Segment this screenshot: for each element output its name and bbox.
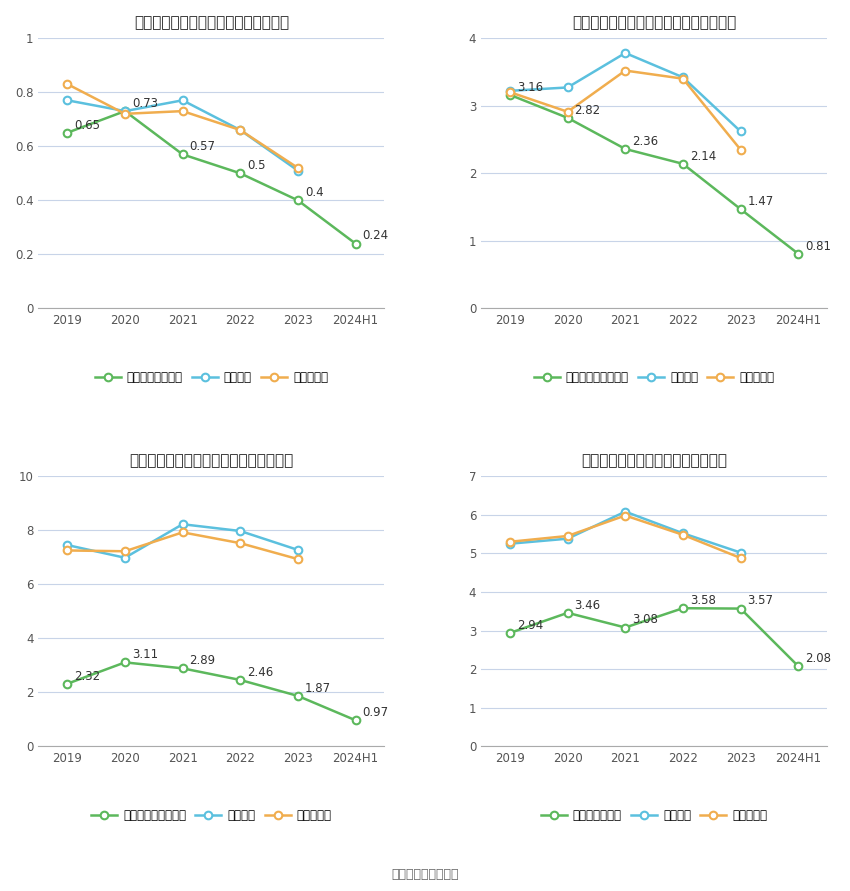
Text: 2.46: 2.46 — [247, 666, 274, 679]
Text: 0.24: 0.24 — [362, 229, 388, 242]
Text: 2.89: 2.89 — [190, 654, 216, 667]
Text: 0.65: 0.65 — [74, 119, 100, 132]
Text: 2.32: 2.32 — [74, 669, 100, 683]
Text: 0.4: 0.4 — [305, 186, 324, 200]
Legend: 公司固定资产周转率, 行业均值, 行业中位数: 公司固定资产周转率, 行业均值, 行业中位数 — [529, 367, 779, 389]
Text: 数据来源：恒生聚源: 数据来源：恒生聚源 — [391, 868, 459, 880]
Text: 2.14: 2.14 — [690, 150, 716, 163]
Text: 0.73: 0.73 — [132, 97, 158, 110]
Legend: 公司总资产周转率, 行业均值, 行业中位数: 公司总资产周转率, 行业均值, 行业中位数 — [90, 367, 333, 389]
Title: 元琼科技历年固定资产周转率情况（次）: 元琼科技历年固定资产周转率情况（次） — [572, 15, 736, 30]
Text: 2.82: 2.82 — [575, 103, 601, 117]
Text: 3.46: 3.46 — [575, 599, 601, 611]
Text: 0.57: 0.57 — [190, 140, 216, 153]
Text: 3.11: 3.11 — [132, 649, 158, 661]
Title: 元琼科技历年总资产周转率情况（次）: 元琼科技历年总资产周转率情况（次） — [133, 15, 289, 30]
Legend: 公司应收账款周转率, 行业均值, 行业中位数: 公司应收账款周转率, 行业均值, 行业中位数 — [87, 805, 337, 827]
Text: 2.94: 2.94 — [517, 618, 543, 632]
Legend: 公司存货周转率, 行业均值, 行业中位数: 公司存货周转率, 行业均值, 行业中位数 — [536, 805, 772, 827]
Title: 元琼科技历年存货周转率情况（次）: 元琼科技历年存货周转率情况（次） — [581, 453, 727, 468]
Text: 2.36: 2.36 — [632, 135, 659, 148]
Text: 0.97: 0.97 — [362, 706, 388, 719]
Text: 0.5: 0.5 — [247, 159, 266, 172]
Text: 3.57: 3.57 — [747, 594, 774, 608]
Text: 3.08: 3.08 — [632, 613, 658, 626]
Text: 2.08: 2.08 — [805, 652, 831, 665]
Text: 3.16: 3.16 — [517, 81, 543, 94]
Text: 0.81: 0.81 — [805, 240, 831, 252]
Text: 1.47: 1.47 — [747, 195, 774, 208]
Text: 3.58: 3.58 — [690, 594, 716, 607]
Text: 1.87: 1.87 — [305, 682, 331, 695]
Title: 元琼科技历年应收账款周转率情况（次）: 元琼科技历年应收账款周转率情况（次） — [129, 453, 293, 468]
